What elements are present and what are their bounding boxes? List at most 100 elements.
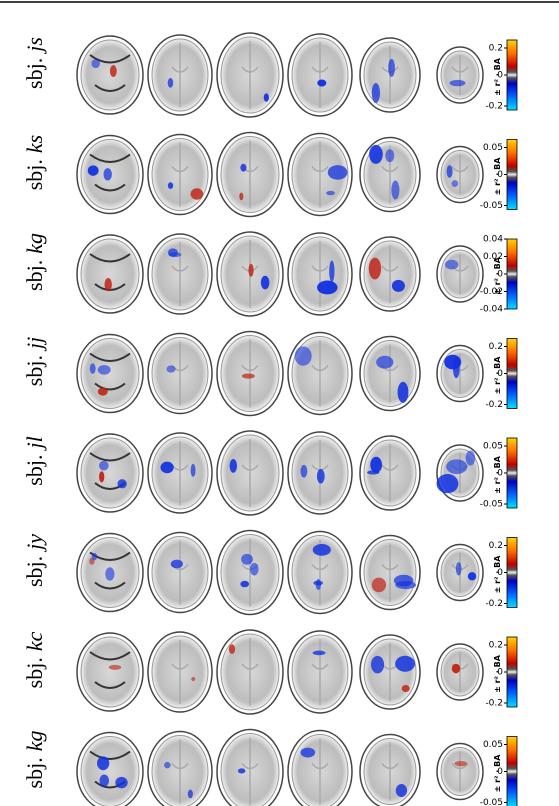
activation-blob: [229, 644, 235, 654]
colorbar-tick-label: -0.05: [480, 500, 503, 510]
activation-blob: [171, 560, 183, 569]
row: sbj.kc± r² · BA0.20-0.2: [22, 630, 517, 714]
colorbar: [507, 637, 517, 707]
colorbar-tick-label: -0.04: [480, 305, 504, 315]
colorbar: [507, 538, 517, 608]
activation-blob: [317, 469, 325, 484]
activation-blob: [109, 665, 121, 670]
activation-blob: [395, 656, 415, 672]
activation-blob: [371, 656, 384, 674]
activation-blob: [191, 188, 204, 199]
activation-blob: [396, 784, 407, 797]
activation-blob: [394, 575, 414, 586]
activation-blob: [99, 461, 109, 471]
activation-blob: [450, 80, 466, 86]
colorbar-tick-label: 0: [497, 369, 503, 379]
brain-slice: [81, 438, 139, 508]
activation-blob: [240, 164, 246, 172]
activation-blob: [326, 191, 335, 195]
activation-blob: [240, 581, 249, 588]
row: sbj.jl± r² · BA0.050-0.05: [22, 431, 517, 515]
label-prefix: sbj.: [22, 159, 47, 190]
activation-blob: [188, 790, 193, 799]
label-prefix: sbj.: [22, 355, 47, 386]
colorbar-tick-label: -0.2: [485, 699, 503, 709]
label-subject: ks: [22, 135, 47, 153]
subject-label: sbj. ks: [22, 135, 47, 191]
label-prefix: sbj.: [22, 757, 47, 788]
colorbar-tick-label: 0.2: [489, 641, 503, 651]
activation-blob: [445, 260, 458, 270]
activation-blob: [372, 578, 386, 593]
colorbar: [507, 737, 517, 806]
activation-blob: [160, 462, 173, 474]
row: sbj.kg± r² · BA0.040.020-0.02-0.04: [22, 232, 517, 316]
colorbar-tick-label: 0: [497, 767, 503, 777]
activation-blob: [239, 193, 243, 201]
brain-slice: [81, 239, 139, 309]
activation-blob: [105, 567, 114, 580]
colorbar: [507, 339, 517, 409]
activation-blob: [456, 562, 462, 575]
activation-blob: [115, 777, 127, 788]
label-prefix: sbj.: [22, 455, 47, 486]
colorbar-tick-label: 0.05: [483, 442, 503, 452]
label-prefix: sbj.: [22, 657, 47, 688]
activation-blob: [164, 762, 171, 768]
activation-blob: [242, 374, 255, 379]
colorbar-tick-label: -0.2: [485, 400, 503, 410]
activation-blob: [398, 382, 409, 403]
activation-blob: [168, 78, 174, 88]
colorbar-tick-label: 0.05: [483, 740, 503, 750]
activation-blob: [402, 685, 410, 692]
activation-blob: [230, 459, 237, 473]
colorbar-tick-label: 0.2: [489, 541, 503, 551]
label-subject: kc: [22, 631, 47, 651]
activation-blob: [369, 258, 381, 280]
colorbar-tick-label: -0.02: [480, 287, 503, 297]
colorbar-tick-label: 0: [497, 270, 503, 280]
activation-blob: [452, 180, 458, 187]
activation-blob: [454, 761, 467, 766]
brain-slice: [81, 637, 139, 707]
activation-blob: [99, 471, 104, 482]
activation-blob: [191, 677, 195, 681]
label-subject: jj: [22, 337, 47, 352]
figure: sbj.js± r² · BA0.20-0.2sbj.ks± r² · BA0.…: [0, 0, 559, 806]
colorbar: [507, 40, 517, 110]
colorbar-tick-label: 0: [497, 668, 503, 678]
activation-blob: [98, 365, 111, 375]
colorbar-tick-label: 0.2: [489, 44, 503, 54]
row: sbj.kg± r² · BA0.050-0.05: [22, 730, 517, 806]
activation-blob: [261, 276, 270, 290]
activation-blob: [250, 563, 259, 576]
activation-blob: [385, 149, 394, 162]
label-subject: kg: [22, 233, 47, 254]
colorbar-tick-label: 0: [497, 71, 503, 81]
activation-blob: [88, 165, 99, 175]
colorbar: [507, 140, 517, 210]
activation-blob: [191, 464, 196, 477]
activation-blob: [98, 388, 108, 396]
activation-blob: [447, 165, 453, 178]
activation-blob: [388, 59, 395, 77]
activation-blob: [372, 83, 380, 103]
activation-blob: [313, 544, 331, 556]
activation-blob: [370, 457, 382, 473]
activation-blob: [97, 756, 109, 770]
label-subject: kg: [22, 731, 47, 752]
activation-blob: [453, 358, 460, 379]
activation-blob: [317, 80, 326, 87]
activation-blob: [99, 774, 109, 786]
activation-blob: [166, 365, 175, 372]
colorbar-tick-label: -0.2: [485, 599, 503, 609]
activation-blob: [90, 363, 96, 374]
colorbar: [507, 239, 517, 309]
label-subject: jl: [22, 436, 47, 451]
subject-label: sbj.js: [22, 37, 47, 89]
activation-blob: [104, 168, 112, 180]
activation-blob: [313, 651, 326, 656]
activation-blob: [468, 572, 476, 580]
activation-blob: [313, 581, 323, 586]
activation-blob: [317, 281, 337, 295]
